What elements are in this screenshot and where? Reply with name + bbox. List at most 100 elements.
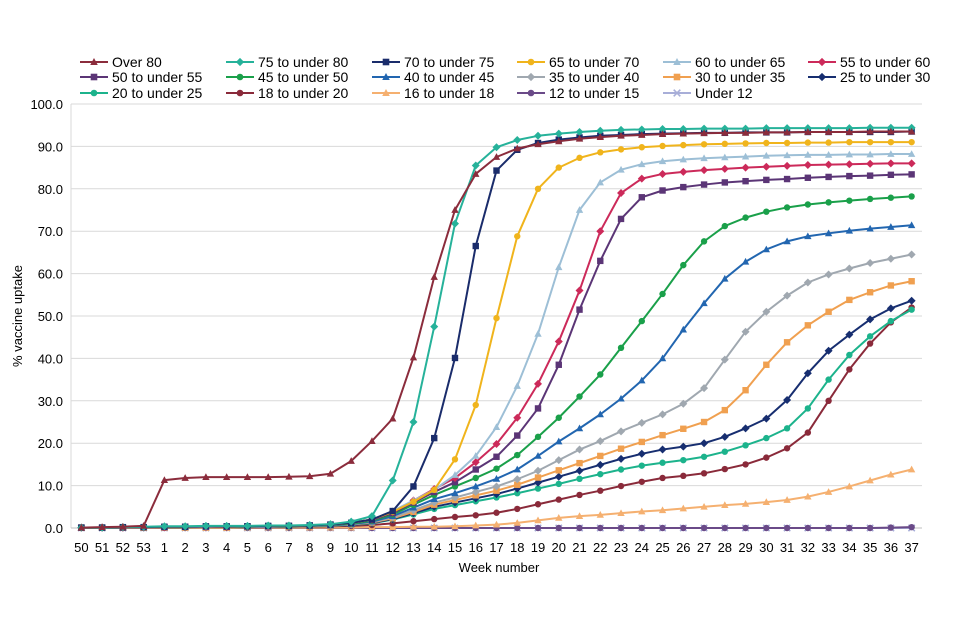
data-point bbox=[680, 183, 687, 191]
data-point bbox=[514, 481, 521, 488]
legend-item: 20 to under 25 bbox=[80, 85, 203, 101]
data-point bbox=[596, 133, 604, 140]
data-point bbox=[824, 160, 833, 169]
data-point bbox=[866, 476, 874, 484]
data-point bbox=[534, 466, 543, 475]
data-point bbox=[430, 273, 438, 280]
data-point bbox=[617, 165, 625, 173]
data-point bbox=[741, 424, 750, 433]
series-35-to-under-40 bbox=[77, 250, 916, 532]
data-point bbox=[513, 475, 522, 484]
x-tick-label: 33 bbox=[821, 540, 835, 555]
data-point bbox=[576, 475, 583, 483]
data-point bbox=[887, 171, 895, 179]
data-point bbox=[887, 138, 895, 146]
data-point bbox=[783, 339, 791, 346]
data-point bbox=[659, 431, 666, 439]
x-tick-label: 13 bbox=[406, 540, 420, 555]
data-point bbox=[575, 445, 584, 454]
data-point bbox=[845, 482, 854, 490]
data-point bbox=[596, 178, 604, 186]
x-tick-label: 2 bbox=[182, 540, 189, 555]
legend-item: 18 to under 20 bbox=[226, 85, 349, 101]
legend-marker bbox=[90, 73, 98, 81]
data-point bbox=[680, 456, 687, 464]
data-point bbox=[576, 393, 583, 400]
data-point bbox=[575, 127, 584, 136]
data-point bbox=[597, 524, 604, 532]
y-tick-label: 40.0 bbox=[38, 351, 63, 366]
legend-item: 55 to under 60 bbox=[808, 54, 931, 70]
data-point bbox=[658, 506, 667, 514]
data-point bbox=[243, 521, 252, 530]
legend-label: 60 to under 65 bbox=[695, 54, 786, 70]
data-point bbox=[907, 250, 916, 259]
data-point bbox=[803, 161, 812, 170]
data-point bbox=[825, 397, 832, 404]
data-point bbox=[866, 333, 874, 340]
data-point bbox=[700, 166, 709, 175]
data-point bbox=[492, 482, 501, 491]
data-point bbox=[597, 371, 604, 378]
data-point bbox=[202, 473, 210, 480]
y-tick-label: 70.0 bbox=[38, 224, 63, 239]
legend-marker bbox=[817, 72, 827, 82]
legend-item: 45 to under 50 bbox=[226, 69, 349, 85]
data-point bbox=[451, 456, 459, 463]
x-tick-label: 37 bbox=[904, 540, 918, 555]
x-tick-label: 12 bbox=[385, 540, 399, 555]
data-point bbox=[762, 414, 771, 423]
data-point bbox=[430, 522, 438, 530]
data-point bbox=[534, 379, 543, 388]
data-point bbox=[513, 144, 521, 152]
data-point bbox=[514, 505, 521, 513]
data-point bbox=[534, 516, 542, 524]
x-tick-label: 51 bbox=[95, 540, 109, 555]
data-point bbox=[762, 162, 771, 171]
data-point bbox=[742, 140, 749, 147]
data-point bbox=[762, 307, 771, 316]
data-point bbox=[845, 128, 854, 135]
legend-item: 35 to under 40 bbox=[517, 69, 640, 85]
data-point bbox=[700, 181, 708, 188]
x-tick-label: 18 bbox=[510, 540, 524, 555]
legend-marker bbox=[90, 58, 98, 65]
data-point bbox=[845, 160, 854, 169]
y-axis-label: % vaccine uptake bbox=[10, 265, 25, 367]
data-point bbox=[513, 413, 522, 422]
data-point bbox=[741, 163, 750, 172]
data-point bbox=[638, 144, 645, 151]
data-point bbox=[534, 329, 542, 337]
data-point bbox=[824, 270, 833, 279]
data-point bbox=[472, 170, 480, 177]
data-point bbox=[638, 524, 645, 532]
data-point bbox=[596, 410, 604, 418]
data-point bbox=[513, 465, 521, 473]
data-point bbox=[783, 496, 791, 503]
data-point bbox=[783, 161, 792, 170]
data-point bbox=[721, 222, 729, 230]
data-point bbox=[534, 474, 542, 481]
data-point bbox=[742, 524, 749, 532]
data-point bbox=[472, 512, 479, 519]
data-point bbox=[492, 440, 501, 449]
x-tick-label: 34 bbox=[842, 540, 856, 555]
data-point bbox=[783, 524, 791, 532]
data-point bbox=[534, 433, 542, 441]
legend-marker bbox=[817, 57, 827, 67]
y-tick-label: 80.0 bbox=[38, 182, 63, 197]
x-tick-label: 52 bbox=[116, 540, 130, 555]
data-point bbox=[451, 206, 459, 213]
data-point bbox=[617, 466, 625, 473]
data-point bbox=[597, 470, 604, 478]
data-point bbox=[679, 167, 688, 176]
data-point bbox=[493, 167, 500, 174]
data-point bbox=[637, 418, 646, 427]
data-point bbox=[597, 149, 604, 156]
data-point bbox=[845, 264, 854, 273]
x-tick-label: 11 bbox=[365, 540, 379, 555]
data-point bbox=[471, 487, 480, 496]
data-point bbox=[451, 479, 459, 486]
x-axis-ticks: 50 51 52 53 1 2 3 4 5 6 7 8 9 10 11 12 13 14 15 16 17 18 19 20 2… bbox=[74, 540, 919, 555]
data-point bbox=[659, 290, 666, 298]
